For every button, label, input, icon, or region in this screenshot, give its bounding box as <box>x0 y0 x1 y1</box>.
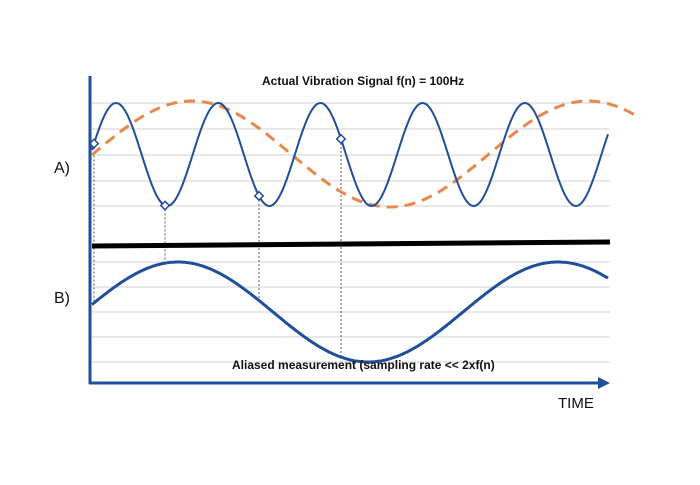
measured-signal-curve <box>91 260 609 364</box>
sample-marker <box>253 190 265 202</box>
sample-drop-lines <box>93 138 342 358</box>
panel-a-label: A) <box>54 160 70 177</box>
panel-a-gridlines <box>92 102 610 207</box>
time-axis-label: TIME <box>558 395 594 412</box>
time-axis-arrowhead <box>598 377 610 389</box>
panel-b-label: B) <box>54 290 70 307</box>
sample-marker <box>335 133 347 145</box>
alias-dashed-curve <box>91 99 641 209</box>
sample-marker <box>159 200 171 211</box>
panel-divider-line <box>91 239 611 249</box>
actual-signal-curve <box>91 101 609 208</box>
sample-markers <box>88 133 347 211</box>
panel-b-gridlines <box>92 261 610 363</box>
sample-marker <box>88 138 100 149</box>
aliased-measurement-caption: Aliased measurement (sampling rate << 2x… <box>232 358 495 372</box>
actual-signal-title: Actual Vibration Signal f(n) = 100Hz <box>262 74 465 88</box>
